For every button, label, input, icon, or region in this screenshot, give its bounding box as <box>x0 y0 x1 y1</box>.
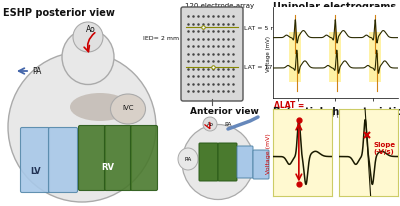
FancyBboxPatch shape <box>253 150 269 179</box>
FancyBboxPatch shape <box>199 143 218 181</box>
Y-axis label: Voltage (mV): Voltage (mV) <box>266 36 272 71</box>
Ellipse shape <box>110 95 146 124</box>
Text: IVC: IVC <box>122 104 134 110</box>
FancyBboxPatch shape <box>181 8 243 102</box>
FancyBboxPatch shape <box>237 146 253 178</box>
Text: Slope
(-V/s): Slope (-V/s) <box>374 142 396 154</box>
Text: ESHP posterior view: ESHP posterior view <box>3 8 115 18</box>
Text: Anterior view: Anterior view <box>190 107 259 115</box>
Bar <box>289 58 301 83</box>
FancyBboxPatch shape <box>48 128 78 193</box>
FancyBboxPatch shape <box>104 126 132 191</box>
FancyBboxPatch shape <box>218 143 237 181</box>
Text: 120 electrode-array: 120 electrode-array <box>185 3 254 9</box>
Bar <box>289 32 301 58</box>
Ellipse shape <box>62 30 114 85</box>
Text: LAT = 17 ms: LAT = 17 ms <box>244 65 284 70</box>
Bar <box>329 32 341 58</box>
Text: RV: RV <box>102 163 114 172</box>
FancyBboxPatch shape <box>20 128 50 193</box>
Text: LAT = 5 ms: LAT = 5 ms <box>244 25 280 30</box>
Text: 12 ms: 12 ms <box>274 109 300 117</box>
Ellipse shape <box>203 117 217 131</box>
Text: RA: RA <box>184 157 192 162</box>
Text: Potential characteristics: Potential characteristics <box>273 107 400 116</box>
Bar <box>369 58 381 83</box>
Ellipse shape <box>178 148 198 170</box>
Text: PA: PA <box>32 67 42 76</box>
Text: ΔLAT =: ΔLAT = <box>274 101 304 109</box>
Ellipse shape <box>70 94 130 121</box>
Text: LV: LV <box>31 167 41 176</box>
Y-axis label: Voltage (mV): Voltage (mV) <box>266 132 272 173</box>
FancyBboxPatch shape <box>78 126 106 191</box>
Text: Ao: Ao <box>206 122 214 127</box>
Ellipse shape <box>8 53 156 202</box>
FancyBboxPatch shape <box>130 126 158 191</box>
Bar <box>369 32 381 58</box>
Ellipse shape <box>73 23 103 53</box>
Bar <box>329 58 341 83</box>
Text: IED= 2 mm: IED= 2 mm <box>143 35 179 40</box>
Text: Ao: Ao <box>86 25 96 34</box>
Text: Unipolar electrograms: Unipolar electrograms <box>273 2 396 12</box>
Ellipse shape <box>182 125 254 200</box>
X-axis label: Time (ms): Time (ms) <box>320 112 351 117</box>
Text: PA: PA <box>224 122 232 127</box>
